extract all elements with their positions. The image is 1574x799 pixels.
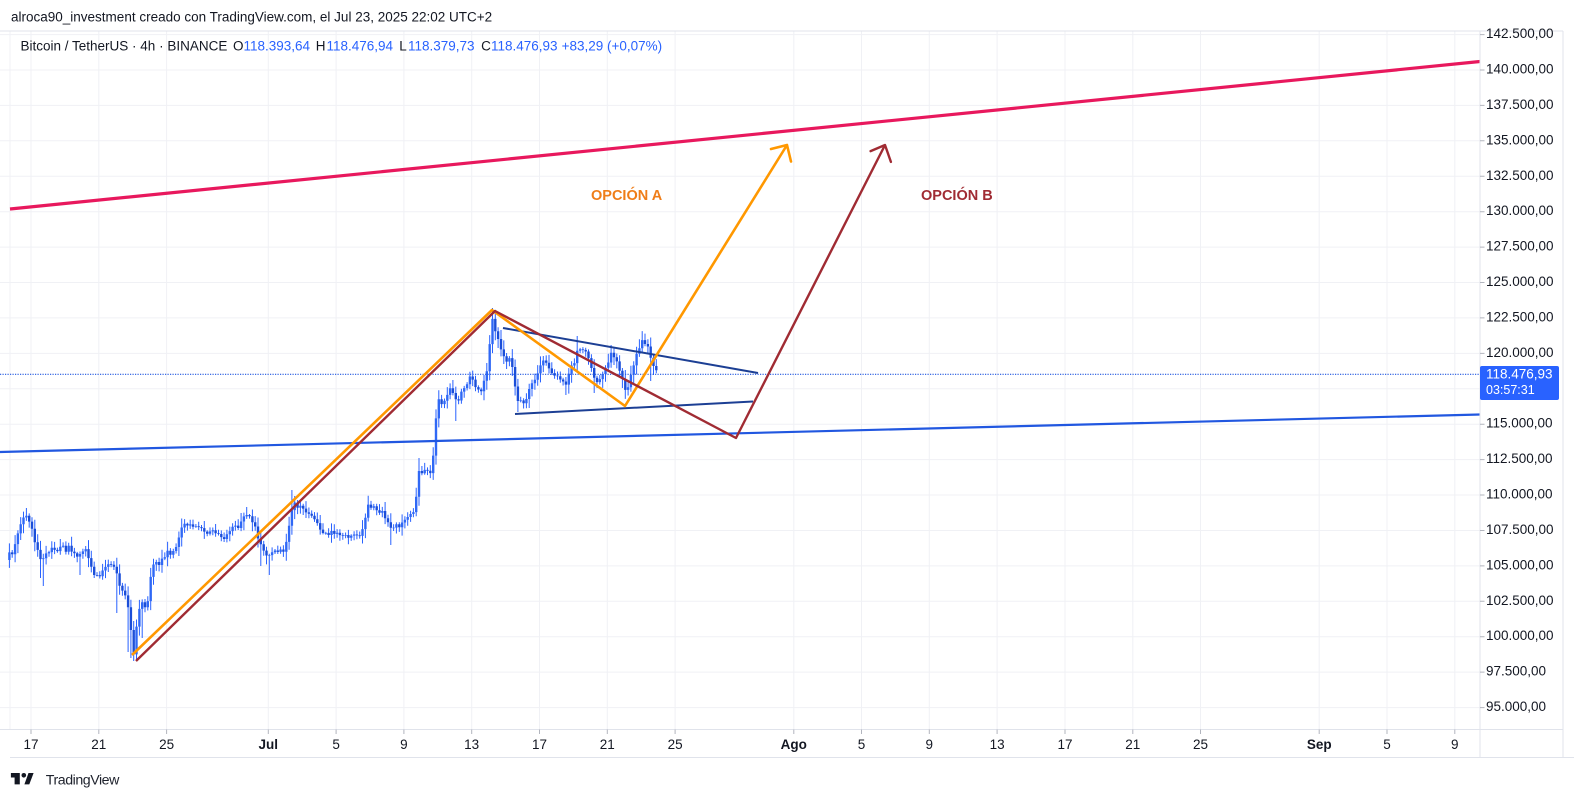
svg-text:L: L — [399, 39, 407, 54]
svg-text:142.500,00: 142.500,00 — [1486, 26, 1554, 41]
svg-text:115.000,00: 115.000,00 — [1486, 416, 1553, 431]
svg-text:125.000,00: 125.000,00 — [1486, 274, 1554, 289]
svg-text:127.500,00: 127.500,00 — [1486, 239, 1554, 254]
svg-text:122.500,00: 122.500,00 — [1486, 309, 1554, 324]
svg-text:135.000,00: 135.000,00 — [1486, 132, 1554, 147]
svg-text:Bitcoin / TetherUS · 4h · BINA: Bitcoin / TetherUS · 4h · BINANCE — [21, 39, 228, 54]
svg-text:102.500,00: 102.500,00 — [1486, 593, 1554, 608]
svg-text:9: 9 — [400, 737, 408, 752]
svg-text:112.500,00: 112.500,00 — [1486, 451, 1553, 466]
svg-text:25: 25 — [668, 737, 683, 752]
svg-text:120.000,00: 120.000,00 — [1486, 345, 1554, 360]
svg-text:140.000,00: 140.000,00 — [1486, 62, 1554, 77]
svg-text:9: 9 — [926, 737, 934, 752]
svg-text:107.500,00: 107.500,00 — [1486, 522, 1554, 537]
svg-text:118.476,94: 118.476,94 — [327, 39, 394, 54]
svg-text:95.000,00: 95.000,00 — [1486, 699, 1546, 714]
svg-text:OPCIÓN B: OPCIÓN B — [921, 186, 993, 204]
svg-text:100.000,00: 100.000,00 — [1486, 628, 1554, 643]
svg-text:110.000,00: 110.000,00 — [1486, 487, 1553, 502]
svg-text:alroca90_investment creado con: alroca90_investment creado con TradingVi… — [11, 10, 492, 25]
svg-text:H: H — [316, 39, 326, 54]
svg-text:+83,29 (+0,07%): +83,29 (+0,07%) — [562, 39, 663, 54]
svg-text:21: 21 — [1125, 737, 1140, 752]
svg-text:25: 25 — [1193, 737, 1208, 752]
svg-text:17: 17 — [532, 737, 547, 752]
svg-text:118.393,64: 118.393,64 — [244, 39, 311, 54]
svg-text:9: 9 — [1451, 737, 1459, 752]
svg-text:C: C — [481, 39, 491, 54]
svg-text:TradingView: TradingView — [46, 772, 120, 788]
svg-text:Jul: Jul — [259, 737, 279, 752]
svg-text:5: 5 — [332, 737, 340, 752]
svg-text:132.500,00: 132.500,00 — [1486, 168, 1554, 183]
svg-text:118.476,93: 118.476,93 — [491, 39, 558, 54]
svg-text:118.476,93: 118.476,93 — [1486, 367, 1553, 382]
svg-text:118.379,73: 118.379,73 — [408, 39, 475, 54]
svg-text:5: 5 — [858, 737, 866, 752]
svg-text:137.500,00: 137.500,00 — [1486, 97, 1554, 112]
svg-text:5: 5 — [1383, 737, 1391, 752]
svg-text:03:57:31: 03:57:31 — [1486, 383, 1535, 397]
svg-text:Ago: Ago — [781, 737, 807, 752]
svg-text:25: 25 — [159, 737, 174, 752]
svg-text:130.000,00: 130.000,00 — [1486, 203, 1554, 218]
svg-text:105.000,00: 105.000,00 — [1486, 557, 1554, 572]
svg-text:21: 21 — [600, 737, 615, 752]
svg-text:17: 17 — [23, 737, 38, 752]
svg-text:O: O — [233, 39, 244, 54]
svg-text:13: 13 — [464, 737, 479, 752]
svg-text:17: 17 — [1057, 737, 1072, 752]
svg-text:13: 13 — [990, 737, 1005, 752]
svg-text:97.500,00: 97.500,00 — [1486, 664, 1546, 679]
svg-text:21: 21 — [91, 737, 106, 752]
svg-text:Sep: Sep — [1307, 737, 1332, 752]
svg-text:OPCIÓN A: OPCIÓN A — [591, 186, 663, 204]
